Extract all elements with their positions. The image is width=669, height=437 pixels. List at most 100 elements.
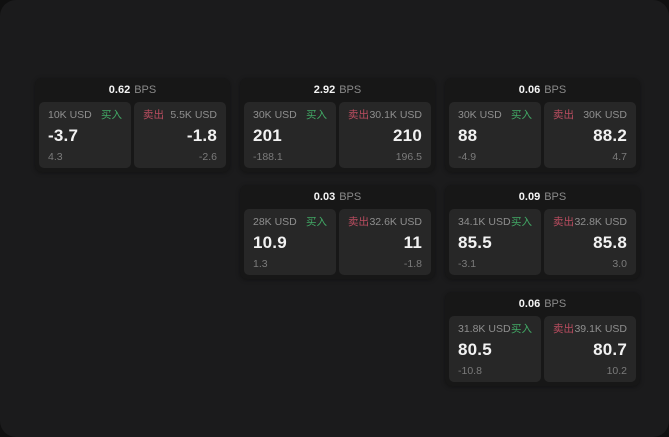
bps-unit-label: BPS bbox=[544, 84, 567, 96]
quote-panels: 30K USD 买入 201 -188.1 卖出 30.1K USD 210 1… bbox=[244, 102, 431, 168]
bps-value: 2.92 bbox=[313, 84, 336, 96]
card-header: 0.03 BPS bbox=[244, 185, 431, 209]
sell-sub-value: -2.6 bbox=[198, 150, 217, 163]
sell-panel[interactable]: 卖出 30K USD 88.2 4.7 bbox=[544, 102, 636, 168]
quote-card: 0.09 BPS 34.1K USD 买入 85.5 -3.1 卖出 32.8K… bbox=[445, 185, 640, 279]
sell-price: -1.8 bbox=[186, 125, 217, 145]
buy-sub-value: 4.3 bbox=[48, 150, 63, 163]
buy-panel-top: 30K USD 买入 bbox=[458, 110, 532, 121]
buy-button[interactable]: 买入 bbox=[306, 109, 327, 121]
buy-panel[interactable]: 31.8K USD 买入 80.5 -10.8 bbox=[449, 316, 541, 382]
sell-amount-label: 30.1K USD bbox=[369, 109, 422, 121]
buy-amount-label: 31.8K USD bbox=[458, 323, 511, 335]
sell-panel[interactable]: 卖出 39.1K USD 80.7 10.2 bbox=[544, 316, 636, 382]
card-header: 0.06 BPS bbox=[449, 292, 636, 316]
buy-button[interactable]: 买入 bbox=[306, 216, 327, 228]
buy-sub-value: 1.3 bbox=[253, 257, 268, 270]
buy-sub-value: -4.9 bbox=[458, 150, 477, 163]
sell-button[interactable]: 卖出 bbox=[348, 216, 369, 228]
quote-card: 0.62 BPS 10K USD 买入 -3.7 4.3 卖出 5.5K USD bbox=[35, 78, 230, 172]
quote-card: 0.06 BPS 30K USD 买入 88 -4.9 卖出 30K USD bbox=[445, 78, 640, 172]
sell-button[interactable]: 卖出 bbox=[143, 109, 164, 121]
card-header: 0.06 BPS bbox=[449, 78, 636, 102]
bps-unit-label: BPS bbox=[339, 191, 362, 203]
bps-unit-label: BPS bbox=[544, 191, 567, 203]
buy-button[interactable]: 买入 bbox=[511, 109, 532, 121]
bps-value: 0.09 bbox=[518, 191, 541, 203]
buy-panel[interactable]: 30K USD 买入 201 -188.1 bbox=[244, 102, 336, 168]
sell-sub-value: 196.5 bbox=[395, 150, 422, 163]
buy-panel-top: 31.8K USD 买入 bbox=[458, 324, 532, 335]
bps-value: 0.03 bbox=[313, 191, 336, 203]
buy-button[interactable]: 买入 bbox=[101, 109, 122, 121]
buy-panel-top: 28K USD 买入 bbox=[253, 217, 327, 228]
sell-price: 80.7 bbox=[593, 339, 627, 359]
buy-sub-value: -188.1 bbox=[253, 150, 283, 163]
sell-sub-value: 10.2 bbox=[606, 364, 627, 377]
sell-price: 210 bbox=[393, 125, 422, 145]
buy-panel-top: 10K USD 买入 bbox=[48, 110, 122, 121]
buy-panel[interactable]: 34.1K USD 买入 85.5 -3.1 bbox=[449, 209, 541, 275]
buy-amount-label: 34.1K USD bbox=[458, 216, 511, 228]
sell-panel-top: 卖出 5.5K USD bbox=[143, 110, 217, 121]
quote-panels: 30K USD 买入 88 -4.9 卖出 30K USD 88.2 4.7 bbox=[449, 102, 636, 168]
buy-amount-label: 10K USD bbox=[48, 109, 92, 121]
sell-sub-value: 4.7 bbox=[612, 150, 627, 163]
bps-value: 0.62 bbox=[108, 84, 131, 96]
sell-panel[interactable]: 卖出 5.5K USD -1.8 -2.6 bbox=[134, 102, 226, 168]
sell-panel-top: 卖出 39.1K USD bbox=[553, 324, 627, 335]
bps-unit-label: BPS bbox=[339, 84, 362, 96]
buy-panel-top: 34.1K USD 买入 bbox=[458, 217, 532, 228]
sell-button[interactable]: 卖出 bbox=[348, 109, 369, 121]
sell-amount-label: 32.6K USD bbox=[369, 216, 422, 228]
card-header: 0.62 BPS bbox=[39, 78, 226, 102]
buy-amount-label: 30K USD bbox=[253, 109, 297, 121]
sell-panel-top: 卖出 30.1K USD bbox=[348, 110, 422, 121]
quote-card: 2.92 BPS 30K USD 买入 201 -188.1 卖出 30.1K … bbox=[240, 78, 435, 172]
buy-amount-label: 28K USD bbox=[253, 216, 297, 228]
bps-value: 0.06 bbox=[518, 298, 541, 310]
card-header: 0.09 BPS bbox=[449, 185, 636, 209]
sell-panel[interactable]: 卖出 32.8K USD 85.8 3.0 bbox=[544, 209, 636, 275]
card-header: 2.92 BPS bbox=[244, 78, 431, 102]
buy-panel[interactable]: 10K USD 买入 -3.7 4.3 bbox=[39, 102, 131, 168]
quote-panels: 28K USD 买入 10.9 1.3 卖出 32.6K USD 11 -1.8 bbox=[244, 209, 431, 275]
quote-panels: 10K USD 买入 -3.7 4.3 卖出 5.5K USD -1.8 -2.… bbox=[39, 102, 226, 168]
buy-button[interactable]: 买入 bbox=[511, 216, 532, 228]
bps-unit-label: BPS bbox=[134, 84, 157, 96]
sell-amount-label: 30K USD bbox=[583, 109, 627, 121]
buy-panel-top: 30K USD 买入 bbox=[253, 110, 327, 121]
sell-panel[interactable]: 卖出 32.6K USD 11 -1.8 bbox=[339, 209, 431, 275]
buy-panel[interactable]: 28K USD 买入 10.9 1.3 bbox=[244, 209, 336, 275]
sell-price: 85.8 bbox=[593, 232, 627, 252]
buy-price: 88 bbox=[458, 125, 478, 145]
sell-button[interactable]: 卖出 bbox=[553, 323, 574, 335]
sell-button[interactable]: 卖出 bbox=[553, 109, 574, 121]
bps-unit-label: BPS bbox=[544, 298, 567, 310]
buy-price: 85.5 bbox=[458, 232, 492, 252]
quote-card: 0.03 BPS 28K USD 买入 10.9 1.3 卖出 32.6K US… bbox=[240, 185, 435, 279]
buy-price: 201 bbox=[253, 125, 282, 145]
sell-price: 11 bbox=[403, 232, 422, 252]
sell-amount-label: 5.5K USD bbox=[170, 109, 217, 121]
buy-price: 80.5 bbox=[458, 339, 492, 359]
sell-panel-top: 卖出 30K USD bbox=[553, 110, 627, 121]
quote-panels: 34.1K USD 买入 85.5 -3.1 卖出 32.8K USD 85.8… bbox=[449, 209, 636, 275]
buy-button[interactable]: 买入 bbox=[511, 323, 532, 335]
sell-amount-label: 39.1K USD bbox=[574, 323, 627, 335]
quote-panels: 31.8K USD 买入 80.5 -10.8 卖出 39.1K USD 80.… bbox=[449, 316, 636, 382]
buy-panel[interactable]: 30K USD 买入 88 -4.9 bbox=[449, 102, 541, 168]
buy-amount-label: 30K USD bbox=[458, 109, 502, 121]
quote-card-grid: 0.62 BPS 10K USD 买入 -3.7 4.3 卖出 5.5K USD bbox=[35, 78, 640, 386]
sell-sub-value: 3.0 bbox=[612, 257, 627, 270]
buy-price: -3.7 bbox=[48, 125, 79, 145]
sell-button[interactable]: 卖出 bbox=[553, 216, 574, 228]
sell-panel-top: 卖出 32.6K USD bbox=[348, 217, 422, 228]
bps-value: 0.06 bbox=[518, 84, 541, 96]
sell-panel[interactable]: 卖出 30.1K USD 210 196.5 bbox=[339, 102, 431, 168]
quote-card: 0.06 BPS 31.8K USD 买入 80.5 -10.8 卖出 39.1… bbox=[445, 292, 640, 386]
sell-price: 88.2 bbox=[593, 125, 627, 145]
buy-price: 10.9 bbox=[253, 232, 287, 252]
sell-panel-top: 卖出 32.8K USD bbox=[553, 217, 627, 228]
